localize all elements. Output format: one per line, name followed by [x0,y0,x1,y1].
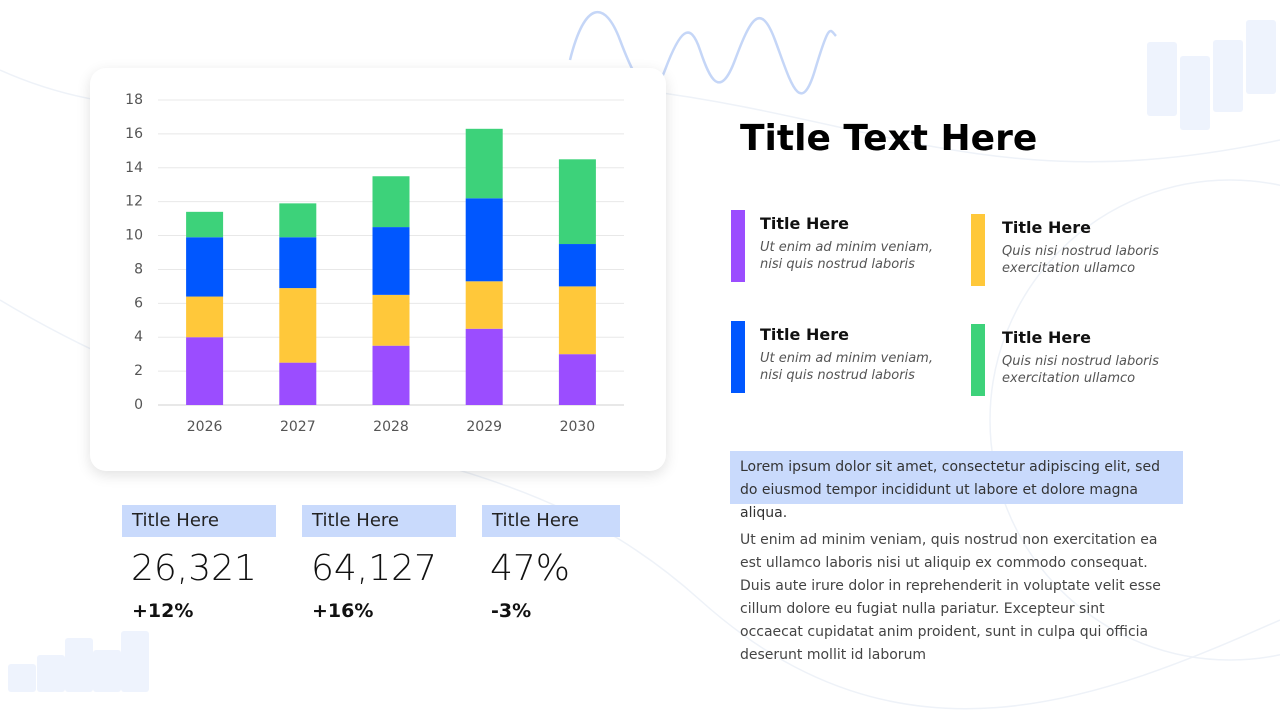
bar-segment [279,362,317,405]
bar-segment [372,176,410,228]
bar-segment [279,288,317,363]
stat-title: Title Here [482,505,620,537]
x-tick-label: 2027 [280,419,316,435]
legend-title: Title Here [1002,328,1091,347]
legend-text: Ut enim ad minim veniam, nisi quis nostr… [760,351,933,383]
bar-segment [372,345,410,405]
legend-text: Quis nisi nostrud laboris exercitation u… [1002,354,1159,386]
bar-segment [279,237,317,289]
bar-segment [558,286,596,355]
bar-segment [186,337,224,405]
bar-segment [558,354,596,405]
y-tick-label: 6 [134,295,143,311]
legend-item: Title Here Ut enim ad minim veniam, nisi … [760,214,940,273]
legend-item: Title Here Quis nisi nostrud laboris exer… [1002,328,1182,387]
y-tick-label: 2 [134,363,143,379]
paragraph: Ut enim ad minim veniam, quis nostrud no… [740,532,1161,663]
y-tick-label: 0 [134,397,143,413]
legend-swatch [731,321,745,393]
bar-segment [558,159,596,245]
bar-segment [186,237,224,297]
legend-title: Title Here [760,325,849,344]
x-tick-label: 2029 [466,419,502,435]
stat-change: +12% [132,600,194,622]
legend-title: Title Here [760,214,849,233]
x-tick-label: 2026 [187,419,223,435]
bar-segment [279,203,317,238]
stat-title: Title Here [122,505,276,537]
stat-change: +16% [312,600,374,622]
bar-segment [372,227,410,295]
y-tick-label: 4 [134,329,143,345]
bar-segment [465,198,503,282]
bar-segment [186,296,224,338]
bar-segment [465,281,503,329]
y-tick-label: 18 [125,92,143,108]
y-tick-label: 10 [125,228,143,244]
y-tick-label: 14 [125,160,143,176]
legend-title: Title Here [1002,218,1091,237]
y-tick-label: 8 [134,261,143,277]
stat-value: 64,127 [311,548,437,589]
highlight-text: Lorem ipsum dolor sit amet, consectetur … [730,451,1183,521]
legend-text: Quis nisi nostrud laboris exercitation u… [1002,244,1159,276]
x-tick-label: 2028 [373,419,409,435]
legend-item: Title Here Quis nisi nostrud laboris exer… [1002,218,1182,277]
legend-swatch [731,210,745,282]
stat-change: -3% [491,600,532,622]
legend-text: Ut enim ad minim veniam, nisi quis nostr… [760,240,933,272]
bar-segment [372,294,410,346]
legend-swatch [971,214,985,286]
x-tick-label: 2030 [560,419,596,435]
stat-title: Title Here [302,505,456,537]
bar-segment [558,244,596,287]
legend-item: Title Here Ut enim ad minim veniam, nisi … [760,325,940,384]
legend-swatch [971,324,985,396]
stat-value: 26,321 [131,548,257,589]
y-tick-label: 16 [125,126,143,142]
y-tick-label: 12 [125,194,143,210]
stat-value: 47% [490,548,571,589]
bar-segment [465,128,503,199]
bar-segment [186,211,224,238]
bar-segment [465,328,503,405]
slide-title: Title Text Here [740,118,1038,159]
